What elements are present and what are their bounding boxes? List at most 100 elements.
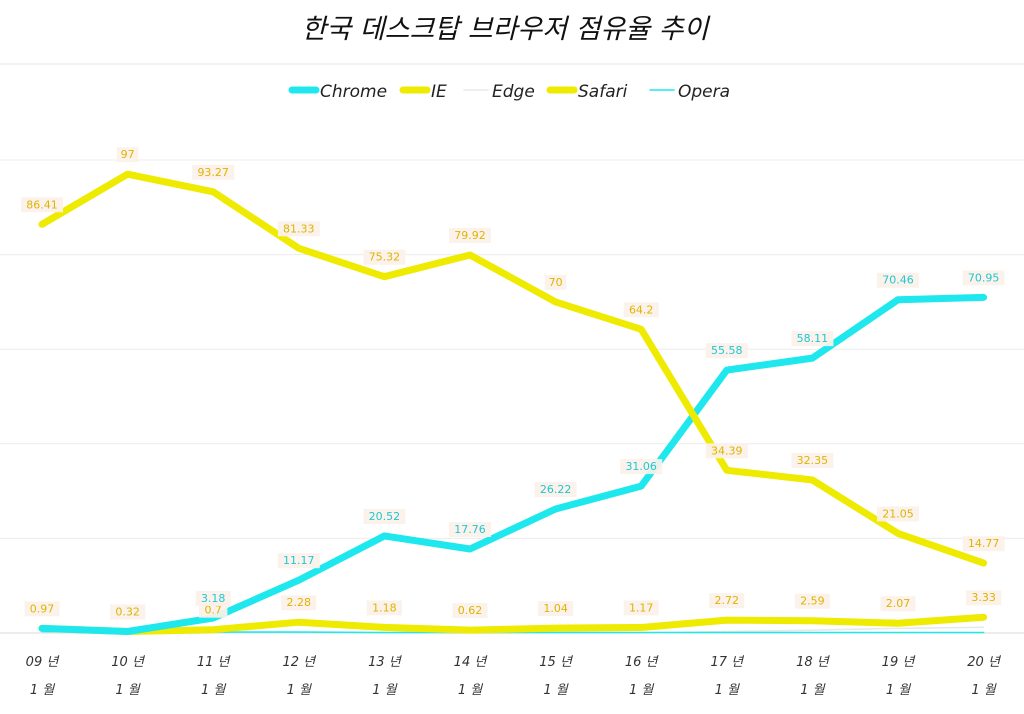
data-label-bg bbox=[363, 508, 406, 524]
data-label: 2.28 bbox=[287, 596, 312, 609]
series-line-chrome bbox=[38, 293, 988, 635]
data-label-bg bbox=[452, 603, 488, 619]
data-label: 21.05 bbox=[882, 507, 914, 520]
x-tick-label: 20 년 bbox=[967, 655, 1002, 670]
x-axis: 09 년 1 월 10 년 1 월 11 년 1 월 12 년 1 월 13 년 1 월 14 년 1… bbox=[26, 655, 1002, 698]
data-label-bg bbox=[705, 343, 748, 359]
data-label-bg bbox=[116, 147, 139, 163]
data-label: 31.06 bbox=[625, 460, 657, 473]
series-line-ie bbox=[38, 170, 988, 567]
x-tick-label: 18 년 bbox=[796, 655, 831, 670]
data-label-bg bbox=[705, 443, 748, 459]
data-label: 1.17 bbox=[629, 601, 654, 614]
data-label-bg bbox=[877, 506, 919, 522]
x-tick-label: 1 월 bbox=[30, 683, 55, 698]
x-tick-label: 1 월 bbox=[543, 683, 568, 698]
data-label: 81.33 bbox=[283, 222, 315, 235]
data-label: 1.04 bbox=[543, 602, 568, 615]
data-label-bg bbox=[794, 593, 830, 609]
series-lines bbox=[38, 170, 988, 635]
data-label: 79.92 bbox=[454, 229, 486, 242]
data-label: 26.22 bbox=[540, 483, 572, 496]
data-label-bg bbox=[538, 601, 574, 617]
x-tick-label: 1 월 bbox=[800, 683, 825, 698]
x-tick-label: 10 년 bbox=[111, 655, 146, 670]
x-tick-label: 1 월 bbox=[372, 683, 397, 698]
data-label-bg bbox=[791, 331, 834, 347]
x-tick-label: 1 월 bbox=[629, 683, 654, 698]
data-label-bg bbox=[623, 600, 659, 616]
gridlines bbox=[0, 159, 1024, 634]
data-label: 14.77 bbox=[968, 537, 1000, 550]
data-label: 2.07 bbox=[886, 597, 911, 610]
data-label: 20.52 bbox=[369, 510, 401, 523]
data-label: 70 bbox=[549, 276, 563, 289]
x-tick-label: 17 년 bbox=[710, 655, 745, 670]
data-label-bg bbox=[880, 596, 916, 612]
data-label-bg bbox=[791, 452, 834, 468]
data-label: 0.7 bbox=[204, 604, 222, 617]
data-label: 1.18 bbox=[372, 601, 397, 614]
x-tick-label: 1 월 bbox=[201, 683, 226, 698]
x-tick-label: 13 년 bbox=[368, 655, 403, 670]
data-label-bg bbox=[962, 270, 1005, 286]
data-label: 0.32 bbox=[115, 605, 140, 618]
chart-title: 한국 데스크탑 브라우저 점유율 추이 bbox=[302, 14, 711, 45]
data-label: 0.62 bbox=[458, 604, 483, 617]
data-label: 64.2 bbox=[629, 303, 654, 316]
data-label-bg bbox=[620, 459, 663, 475]
data-label: 11.17 bbox=[283, 554, 315, 567]
data-label-bg bbox=[877, 272, 919, 288]
data-label: 97 bbox=[121, 148, 135, 161]
legend-label-opera: Opera bbox=[678, 82, 730, 102]
data-label-bg bbox=[281, 595, 317, 611]
data-label: 2.72 bbox=[715, 594, 740, 607]
data-label: 3.33 bbox=[971, 591, 996, 604]
data-label-bg bbox=[363, 249, 406, 265]
data-label-bg bbox=[277, 553, 320, 569]
data-label-bg bbox=[449, 521, 491, 537]
legend-label-safari: Safari bbox=[578, 82, 628, 102]
data-label-bg bbox=[534, 481, 577, 497]
legend-label-edge: Edge bbox=[492, 82, 535, 102]
x-tick-label: 11 년 bbox=[197, 655, 232, 670]
x-tick-label: 09 년 bbox=[26, 655, 61, 670]
x-tick-label: 16 년 bbox=[625, 655, 660, 670]
data-label-bg bbox=[110, 604, 146, 620]
x-tick-label: 14 년 bbox=[454, 655, 489, 670]
x-tick-label: 1 월 bbox=[971, 683, 996, 698]
x-tick-label: 15 년 bbox=[539, 655, 574, 670]
data-label: 86.41 bbox=[26, 198, 58, 211]
data-label-bg bbox=[195, 590, 231, 606]
data-label-bg bbox=[24, 601, 60, 617]
x-tick-label: 19 년 bbox=[882, 655, 917, 670]
x-tick-label: 12 년 bbox=[282, 655, 317, 670]
data-label: 58.11 bbox=[797, 332, 829, 345]
x-tick-label: 1 월 bbox=[458, 683, 483, 698]
data-label-bg bbox=[623, 302, 659, 318]
x-tick-label: 1 월 bbox=[715, 683, 740, 698]
x-tick-label: 1 월 bbox=[886, 683, 911, 698]
series-line-safari bbox=[38, 613, 988, 635]
data-labels: 0.97 0.32 0.7 2.28 1.18 0.62 1.04 1.17 2.72 2.59 2… bbox=[21, 147, 1005, 620]
data-label: 32.35 bbox=[797, 454, 829, 467]
data-label-bg bbox=[544, 274, 567, 290]
legend-label-ie: IE bbox=[431, 82, 447, 102]
data-label-bg bbox=[199, 602, 228, 618]
data-label-bg bbox=[966, 590, 1002, 606]
data-label-bg bbox=[449, 227, 491, 243]
data-label-bg bbox=[21, 197, 63, 213]
data-label: 2.59 bbox=[800, 595, 825, 608]
data-label-bg bbox=[709, 593, 745, 609]
data-label-bg bbox=[192, 164, 235, 180]
data-label: 75.32 bbox=[369, 251, 401, 264]
data-label-bg bbox=[277, 221, 320, 237]
data-label-bg bbox=[962, 536, 1005, 552]
data-label: 3.18 bbox=[201, 592, 226, 605]
data-label-bg bbox=[366, 600, 402, 616]
data-label: 0.97 bbox=[30, 602, 55, 615]
data-label: 93.27 bbox=[197, 166, 229, 179]
data-label: 55.58 bbox=[711, 344, 743, 357]
x-tick-label: 1 월 bbox=[287, 683, 312, 698]
